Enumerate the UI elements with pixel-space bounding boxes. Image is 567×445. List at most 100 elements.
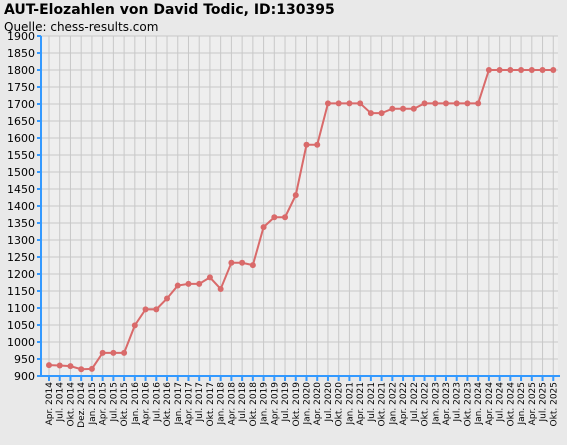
data-point xyxy=(550,67,557,73)
data-point xyxy=(539,67,546,73)
y-tick-label: 1450 xyxy=(7,183,35,196)
x-tick-label: Okt. 2017 xyxy=(206,382,216,426)
y-tick-label: 1650 xyxy=(7,115,35,128)
y-tick-label: 1150 xyxy=(7,285,35,298)
y-tick-label: 1500 xyxy=(7,166,35,179)
data-point xyxy=(400,105,407,112)
x-tick-label: Jan. 2018 xyxy=(217,382,227,426)
x-tick-label: Jan. 2021 xyxy=(345,382,355,426)
x-tick-label: Okt. 2015 xyxy=(120,382,130,426)
x-tick-label: Jul. 2021 xyxy=(367,382,377,423)
x-tick-label: Apr. 2022 xyxy=(399,382,409,425)
data-point xyxy=(475,100,482,107)
x-tick-label: Okt. 2022 xyxy=(421,382,431,426)
x-tick-label: Jan. 2020 xyxy=(303,382,313,426)
y-tick-label: 1600 xyxy=(7,132,35,145)
data-point xyxy=(389,105,396,112)
data-point xyxy=(357,100,364,107)
x-tick-label: Jan. 2023 xyxy=(431,382,441,426)
chart-subtitle: Quelle: chess-results.com xyxy=(4,20,159,34)
data-point xyxy=(56,362,63,369)
data-point xyxy=(335,100,342,107)
x-tick-label: Okt. 2018 xyxy=(249,382,259,427)
x-tick-label: Jan. 2017 xyxy=(174,382,184,426)
x-tick-label: Apr. 2021 xyxy=(356,382,366,425)
data-point xyxy=(121,349,128,356)
x-tick-label: Okt. 2014 xyxy=(66,382,76,427)
x-tick-label: Jan. 2015 xyxy=(88,382,98,426)
data-point xyxy=(292,192,299,199)
data-point xyxy=(314,141,321,148)
data-point xyxy=(442,100,449,107)
data-point xyxy=(464,100,471,107)
data-point xyxy=(378,110,385,117)
y-tick-label: 1000 xyxy=(7,336,35,349)
x-tick-label: Jan. 2024 xyxy=(474,382,484,426)
x-tick-label: Apr. 2015 xyxy=(99,382,109,425)
y-tick-label: 1100 xyxy=(7,302,35,315)
x-tick-label: Apr. 2025 xyxy=(528,382,538,425)
x-tick-label: Apr. 2018 xyxy=(227,382,237,426)
data-point xyxy=(496,67,503,73)
data-point xyxy=(46,362,52,369)
y-tick-label: 1550 xyxy=(7,149,35,162)
data-point xyxy=(142,306,149,313)
x-tick-label: Apr. 2020 xyxy=(313,382,323,426)
y-tick-label: 1050 xyxy=(7,319,35,332)
data-point xyxy=(78,366,85,373)
data-point xyxy=(410,105,417,112)
x-tick-label: Apr. 2024 xyxy=(485,382,495,426)
y-tick-label: 1850 xyxy=(7,47,35,60)
x-tick-label: Apr. 2023 xyxy=(442,382,452,425)
data-point xyxy=(518,67,525,73)
x-tick-label: Jul. 2018 xyxy=(238,382,248,423)
x-tick-label: Apr. 2016 xyxy=(142,382,152,426)
y-tick-label: 900 xyxy=(14,370,35,383)
x-tick-label: Jul. 2015 xyxy=(109,382,119,423)
x-tick-label: Jan. 2016 xyxy=(131,382,141,426)
x-tick-label: Apr. 2019 xyxy=(270,382,280,426)
x-tick-label: Jul. 2019 xyxy=(281,382,291,423)
data-point xyxy=(217,285,224,292)
y-tick-label: 1200 xyxy=(7,268,35,281)
y-tick-label: 1800 xyxy=(7,64,35,77)
data-point xyxy=(303,141,310,148)
data-point xyxy=(346,100,353,107)
x-tick-label: Okt. 2023 xyxy=(463,382,473,426)
y-tick-label: 1300 xyxy=(7,234,35,247)
x-tick-label: Jan. 2025 xyxy=(517,382,527,426)
data-point xyxy=(453,100,460,107)
y-tick-label: 1750 xyxy=(7,81,35,94)
data-point xyxy=(228,259,235,266)
x-tick-label: Dez. 2014 xyxy=(77,382,87,428)
x-tick-label: Okt. 2016 xyxy=(163,382,173,427)
data-point xyxy=(196,280,203,287)
data-point xyxy=(164,295,171,302)
data-point xyxy=(528,67,535,73)
x-tick-label: Jul. 2025 xyxy=(539,382,549,423)
data-point xyxy=(249,262,256,269)
x-tick-label: Jan. 2022 xyxy=(388,382,398,426)
x-tick-label: Okt. 2021 xyxy=(378,382,388,426)
data-point xyxy=(206,274,213,281)
y-tick-label: 950 xyxy=(14,353,35,366)
data-point xyxy=(185,280,192,287)
data-point xyxy=(153,306,160,313)
x-tick-label: Apr. 2014 xyxy=(45,382,55,426)
y-tick-label: 1700 xyxy=(7,98,35,111)
data-point xyxy=(271,214,278,221)
data-point xyxy=(174,282,181,289)
data-point xyxy=(260,224,267,231)
chart-title: AUT-Elozahlen von David Todic, ID:130395 xyxy=(4,2,335,18)
x-tick-label: Jul. 2014 xyxy=(56,382,66,423)
data-point xyxy=(110,349,117,356)
data-point xyxy=(507,67,514,73)
y-tick-label: 1250 xyxy=(7,251,35,264)
x-tick-label: Okt. 2020 xyxy=(335,382,345,427)
data-point xyxy=(131,322,138,329)
x-tick-label: Jan. 2019 xyxy=(260,382,270,426)
data-point xyxy=(67,363,74,370)
data-point xyxy=(367,110,374,117)
y-tick-label: 1350 xyxy=(7,217,35,230)
